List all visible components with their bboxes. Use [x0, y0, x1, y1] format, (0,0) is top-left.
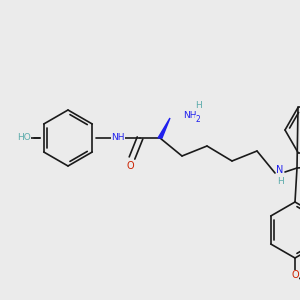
Text: N: N — [276, 165, 284, 175]
Text: H: H — [195, 101, 201, 110]
Text: H: H — [277, 176, 284, 185]
Text: HO: HO — [17, 134, 31, 142]
Text: NH: NH — [111, 134, 125, 142]
Polygon shape — [158, 118, 170, 138]
Text: O: O — [126, 161, 134, 171]
Text: 2: 2 — [195, 115, 200, 124]
Text: NH: NH — [183, 110, 196, 119]
Text: O: O — [291, 270, 299, 280]
